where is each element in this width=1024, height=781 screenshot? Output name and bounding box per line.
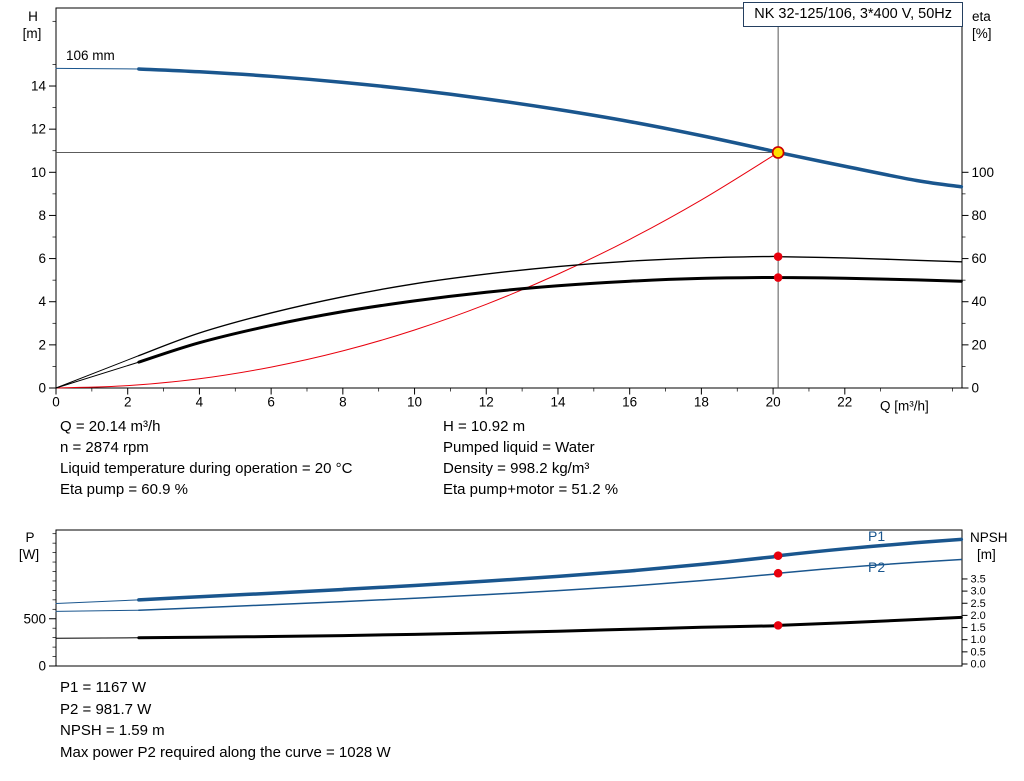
- q-axis-tick-label: 20: [766, 395, 781, 410]
- h-axis-tick-label: 8: [38, 208, 46, 223]
- eta-axis-tick-label: 20: [972, 337, 987, 352]
- h-axis-tick-label: 4: [38, 294, 46, 309]
- q-axis-tick-label: 8: [339, 395, 347, 410]
- p-axis-unit: [W]: [19, 547, 39, 562]
- npsh-axis-name: NPSH: [970, 530, 1008, 545]
- duty-point-marker[interactable]: [771, 146, 785, 159]
- q-axis-tick-label: 6: [267, 395, 275, 410]
- p2-curve: [138, 558, 963, 611]
- q-axis-tick-label: 18: [694, 395, 709, 410]
- eta-pump-text: Eta pump = 60.9 %: [60, 481, 188, 498]
- h-axis-tick-label: 10: [31, 165, 46, 180]
- npsh-axis-tick-label: 0.5: [971, 646, 986, 658]
- eta-duty-marker: [773, 273, 783, 282]
- eta-pump-motor-curve: [137, 275, 963, 364]
- eta-axis-unit: [%]: [972, 26, 992, 41]
- q-axis-tick-label: 2: [124, 395, 132, 410]
- npsh-value-text: NPSH = 1.59 m: [60, 722, 165, 739]
- max-p2-value-text: Max power P2 required along the curve = …: [60, 743, 391, 761]
- p-axis-tick-label: 0: [38, 659, 46, 674]
- h-axis-tick-label: 2: [38, 337, 46, 352]
- eta-axis-tick-label: 0: [972, 381, 980, 396]
- p1-curve-label: P1: [868, 528, 885, 544]
- npsh-axis-tick-label: 1.5: [971, 622, 986, 634]
- npsh-axis-unit: [m]: [977, 547, 996, 562]
- eta-axis-tick-label: 40: [972, 294, 987, 309]
- npsh-axis-tick-label: 3.0: [971, 586, 986, 598]
- npsh-duty-marker: [773, 621, 783, 630]
- eta-axis-name: eta: [972, 9, 991, 24]
- npsh-axis-tick-label: 2.5: [971, 598, 986, 610]
- q-axis-tick-label: 22: [837, 395, 852, 410]
- h-axis-tick-label: 14: [31, 79, 47, 94]
- q-axis-tick-label: 10: [407, 395, 422, 410]
- pump-title-box: NK 32-125/106, 3*400 V, 50Hz: [743, 2, 963, 27]
- q-axis-name: Q [m³/h]: [880, 399, 929, 414]
- pumped-liquid-text: Pumped liquid = Water: [443, 439, 595, 456]
- p-axis-tick-label: 500: [23, 611, 46, 626]
- power-duty-marker: [773, 551, 783, 561]
- eta-pump-motor-lead-curve: [55, 361, 140, 389]
- npsh-axis-tick-label: 1.0: [971, 634, 986, 646]
- npsh-axis-tick-label: 0.0: [971, 659, 986, 671]
- power-duty-marker: [773, 568, 783, 578]
- q-axis-tick-label: 14: [550, 395, 566, 410]
- q-axis-tick-label: 4: [196, 395, 204, 410]
- eta-axis-tick-label: 80: [972, 208, 987, 223]
- q-axis-tick-label: 16: [622, 395, 637, 410]
- head-curve: [137, 67, 964, 189]
- h-axis-unit: [m]: [23, 26, 42, 41]
- eta-pump-motor-text: Eta pump+motor = 51.2 %: [443, 481, 619, 498]
- p2-value-text: P2 = 981.7 W: [60, 700, 152, 718]
- head-value-text: H = 10.92 m: [443, 418, 526, 435]
- power-info-block: P1 = 1167 W P2 = 981.7 W NPSH = 1.59 m M…: [60, 677, 391, 763]
- q-axis-tick-label: 12: [479, 395, 494, 410]
- h-axis-tick-label: 6: [38, 251, 46, 266]
- npsh-curve: [137, 615, 963, 640]
- npsh-axis-tick-label: 3.5: [971, 573, 986, 585]
- p-axis-name: P: [25, 530, 34, 545]
- npsh-axis-tick-label: 2.0: [971, 610, 986, 622]
- head-lead-curve: [55, 67, 140, 70]
- eta-pump-lead-curve: [55, 355, 140, 389]
- p1-value-text: P1 = 1167 W: [60, 679, 147, 696]
- eta-axis-tick-label: 100: [972, 165, 995, 180]
- top-chart-frame: [55, 7, 963, 389]
- liquid-temp-text: Liquid temperature during operation = 20…: [60, 460, 353, 477]
- duty-info-left: Q = 20.14 m³/h n = 2874 rpm Liquid tempe…: [60, 416, 352, 500]
- h-axis-tick-label: 0: [38, 381, 46, 396]
- p1-lead-curve: [55, 599, 140, 604]
- duty-info-right: H = 10.92 m Pumped liquid = Water Densit…: [443, 416, 618, 500]
- p2-curve-label: P2: [868, 559, 885, 575]
- eta-axis-tick-label: 60: [972, 251, 987, 266]
- flow-value-text: Q = 20.14 m³/h: [60, 418, 161, 435]
- speed-value-text: n = 2874 rpm: [60, 439, 149, 456]
- eta-duty-marker: [773, 252, 783, 261]
- p1-curve: [137, 537, 964, 602]
- q-axis-tick-label: 0: [52, 395, 60, 410]
- p2-lead-curve: [55, 609, 140, 612]
- h-axis-name: H: [28, 9, 38, 24]
- impeller-diameter-label: 106 mm: [66, 48, 115, 63]
- density-text: Density = 998.2 kg/m³: [443, 460, 590, 477]
- h-axis-tick-label: 12: [31, 122, 46, 137]
- eta-pump-curve: [138, 255, 963, 357]
- bottom-chart-frame: [55, 529, 963, 667]
- system-curve: [55, 150, 781, 389]
